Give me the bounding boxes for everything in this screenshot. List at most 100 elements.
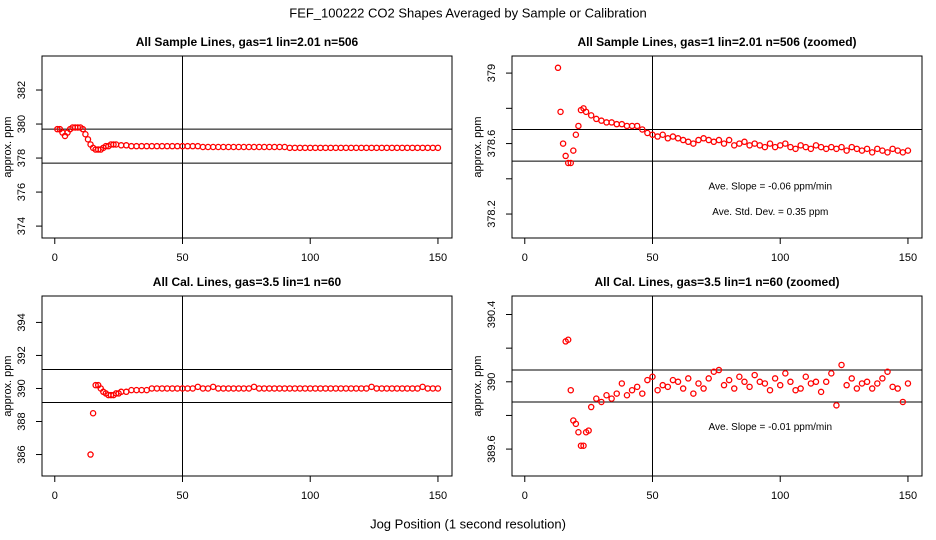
data-point [879, 375, 886, 382]
data-point [863, 378, 871, 386]
data-point [822, 378, 830, 386]
panel: All Cal. Lines, gas=3.5 lin=1 n=60 (zoom… [472, 275, 923, 502]
data-point [899, 398, 907, 406]
plot-frame [41, 295, 453, 477]
data-point [766, 386, 774, 394]
panel: All Sample Lines, gas=1 lin=2.01 n=506 (… [472, 35, 923, 264]
data-point [557, 108, 564, 116]
x-tick-label: 0 [52, 490, 58, 502]
y-axis-label: approx. ppm [2, 116, 14, 177]
x-tick-label: 0 [52, 252, 58, 264]
data-point [580, 442, 587, 449]
data-point [782, 370, 789, 377]
data-point [746, 383, 753, 391]
data-point [575, 122, 582, 130]
y-tick-label: 390 [486, 373, 498, 391]
data-point [690, 140, 697, 147]
plot-frame [511, 295, 923, 477]
data-point [736, 373, 743, 380]
y-axis-label: approx. ppm [472, 355, 484, 416]
data-point [603, 392, 610, 399]
y-tick-label: 389.6 [486, 435, 498, 463]
data-point [79, 125, 87, 133]
x-tick-label: 50 [176, 490, 188, 502]
data-point [639, 126, 646, 133]
data-point [575, 429, 582, 436]
data-point [644, 376, 651, 384]
data-point [720, 140, 728, 147]
data-point [715, 136, 723, 144]
data-point [664, 383, 672, 391]
y-tick-label: 378.6 [486, 130, 498, 158]
figure-title: FEF_100222 CO2 Shapes Averaged by Sample… [289, 5, 646, 20]
annotation: Ave. Std. Dev. = 0.35 ppm [712, 207, 828, 218]
data-point [874, 380, 881, 387]
panel-title: All Cal. Lines, gas=3.5 lin=1 n=60 (zoom… [594, 275, 839, 289]
data-point [828, 370, 835, 377]
data-point [705, 375, 712, 382]
data-point [730, 385, 738, 392]
data-point [904, 147, 912, 154]
data-point [853, 385, 861, 392]
panel-title: All Sample Lines, gas=1 lin=2.01 n=506 [136, 35, 359, 49]
x-tick-label: 100 [301, 252, 319, 264]
y-tick-label: 392 [16, 346, 28, 364]
data-point [838, 143, 845, 151]
y-axis-label: approx. ppm [472, 116, 484, 177]
y-tick-label: 382 [16, 81, 28, 99]
data-point [782, 140, 789, 147]
data-point [434, 385, 442, 392]
data-point [567, 386, 575, 394]
y-tick-label: 386 [16, 445, 28, 463]
data-point [84, 136, 92, 143]
data-point [110, 141, 117, 148]
data-point [863, 145, 871, 153]
data-point [833, 402, 840, 409]
data-point [725, 136, 733, 144]
data-point [628, 386, 636, 394]
panel-title: All Cal. Lines, gas=3.5 lin=1 n=60 [153, 275, 342, 289]
data-point [585, 427, 592, 434]
plot-frame [511, 55, 923, 239]
y-axis-label: approx. ppm [2, 355, 14, 416]
data-point [761, 143, 769, 151]
data-point [564, 159, 572, 167]
data-point [577, 442, 585, 449]
data-point [807, 145, 815, 153]
data-point [802, 373, 810, 380]
data-point [843, 147, 850, 154]
data-point [812, 378, 820, 386]
data-point [715, 366, 723, 374]
x-tick-label: 0 [522, 490, 528, 502]
data-point [679, 385, 687, 392]
data-point [434, 144, 442, 152]
panel: All Cal. Lines, gas=3.5 lin=1 n=60 approx… [2, 275, 453, 502]
data-point [720, 381, 728, 389]
data-point [741, 378, 748, 386]
x-tick-label: 0 [522, 252, 528, 264]
data-point [559, 140, 567, 147]
data-point [608, 395, 615, 402]
data-point [868, 149, 876, 156]
data-point [567, 159, 575, 167]
data-point [654, 386, 661, 394]
data-point [741, 138, 748, 146]
data-point [792, 145, 799, 153]
data-point [598, 398, 605, 406]
data-point [695, 380, 702, 387]
data-point [593, 395, 600, 402]
data-point [700, 385, 707, 392]
y-tick-label: 374 [16, 217, 28, 235]
y-tick-label: 390 [16, 379, 28, 397]
data-point [674, 378, 682, 386]
data-point [554, 64, 562, 72]
data-point [633, 383, 641, 391]
data-point [690, 390, 697, 397]
data-point [618, 380, 626, 387]
data-point [89, 409, 97, 417]
plot-frame [41, 55, 453, 239]
data-point [848, 375, 856, 382]
data-point [771, 375, 779, 382]
y-tick-label: 394 [16, 313, 28, 331]
